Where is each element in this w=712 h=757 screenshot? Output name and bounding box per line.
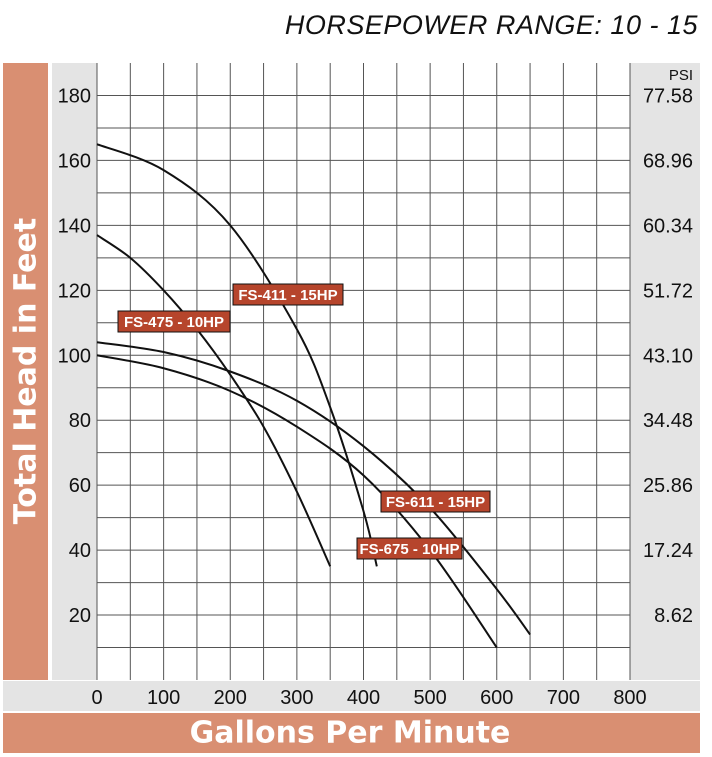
x-axis-title: Gallons Per Minute	[189, 715, 511, 751]
y2-axis-title: PSI	[669, 67, 693, 84]
y-tick-label: 80	[69, 410, 91, 432]
x-tick-label: 800	[613, 687, 646, 709]
grid	[96, 63, 631, 680]
y2-tick-label: 43.10	[643, 345, 693, 367]
y2-tick-label: 68.96	[643, 150, 693, 172]
x-tick-label: 200	[214, 687, 247, 709]
left-tick-band	[52, 63, 97, 680]
series-label: FS-675 - 10HP	[359, 541, 459, 558]
y2-tick-label: 34.48	[643, 410, 693, 432]
right-tick-band	[630, 63, 700, 680]
series-labels: FS-475 - 10HP FS-411 - 15HP FS-611 - 15HP F…	[117, 283, 491, 560]
y2-tick-label: 77.58	[643, 85, 693, 107]
x-tick-label: 400	[347, 687, 380, 709]
x-tick-label: 0	[91, 687, 102, 709]
y-tick-label: 20	[69, 605, 91, 627]
y2-tick-label: 25.86	[643, 475, 693, 497]
series-line	[96, 234, 332, 567]
y2-tick-label: 60.34	[643, 215, 693, 237]
x-tick-label: 700	[547, 687, 580, 709]
y2-tick-label: 8.62	[654, 605, 693, 627]
y-tick-label: 120	[58, 280, 91, 302]
series-label-box	[356, 537, 463, 560]
x-tick-label: 100	[147, 687, 180, 709]
tick-labels: 0 100 200 300 400 500 600 700 800 20 40 60 80 100 120 1…	[58, 67, 693, 709]
x-tick-label: 300	[280, 687, 313, 709]
series-label-box	[380, 490, 491, 513]
y2-tick-label: 17.24	[643, 540, 693, 562]
series-label: FS-475 - 10HP	[124, 314, 224, 331]
x-axis-title-band	[3, 713, 700, 753]
chart-title: HORSEPOWER RANGE: 10 - 15	[284, 10, 698, 40]
series-label-box	[117, 310, 231, 333]
x-tick-label: 600	[480, 687, 513, 709]
y-tick-label: 180	[58, 85, 91, 107]
x-tick-label: 500	[413, 687, 446, 709]
series-line	[96, 143, 378, 567]
series-label: FS-611 - 15HP	[386, 494, 485, 511]
series-label: FS-411 - 15HP	[238, 287, 337, 304]
y-tick-label: 100	[58, 345, 91, 367]
y-tick-label: 160	[58, 150, 91, 172]
y-tick-label: 60	[69, 475, 91, 497]
y-tick-label: 140	[58, 215, 91, 237]
y-tick-label: 40	[69, 540, 91, 562]
series-line	[96, 341, 531, 636]
y-axis-title-band	[3, 63, 48, 680]
bottom-tick-band	[3, 681, 700, 711]
series-label-box	[232, 283, 344, 306]
y2-tick-label: 51.72	[643, 280, 693, 302]
